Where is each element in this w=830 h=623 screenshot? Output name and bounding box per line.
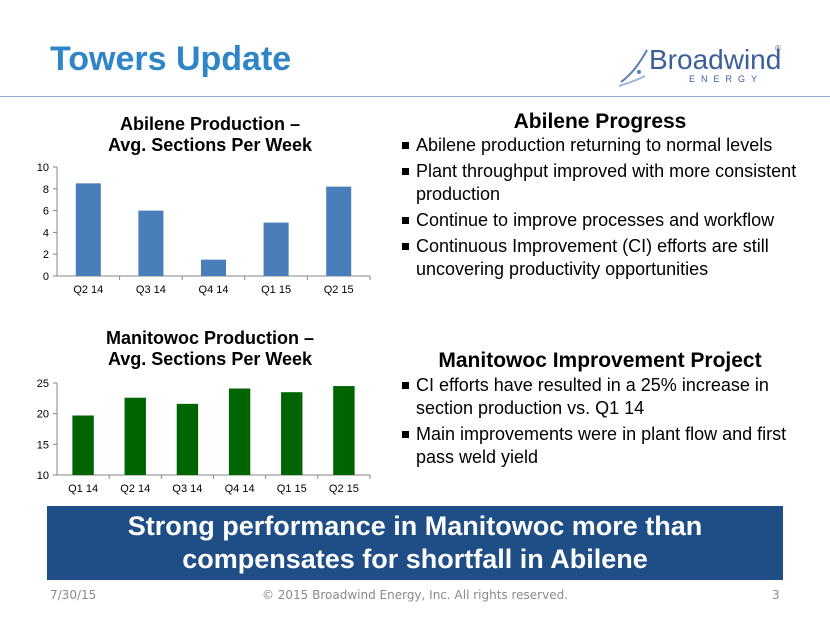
broadwind-logo: Broadwind ® ENERGY <box>615 42 785 92</box>
manitowoc-y-tick-label: 15 <box>37 439 49 451</box>
manitowoc-x-tick-label: Q1 15 <box>277 483 307 495</box>
manitowoc-x-tick-label: Q4 14 <box>225 483 255 495</box>
manitowoc-bar <box>281 392 303 475</box>
manitowoc-bar <box>72 415 94 475</box>
manitowoc-bar <box>333 386 355 475</box>
abilene-y-tick-label: 8 <box>43 184 49 196</box>
abilene-chart-title-line1: Abilene Production – <box>119 114 301 134</box>
manitowoc-bullet: CI efforts have resulted in a 25% increa… <box>402 374 802 420</box>
manitowoc-bullets: CI efforts have resulted in a 25% increa… <box>402 374 802 472</box>
manitowoc-x-tick-label: Q1 14 <box>68 483 98 495</box>
manitowoc-x-tick-label: Q3 14 <box>172 483 202 495</box>
abilene-chart-title-line2: Avg. Sections Per Week <box>107 135 313 155</box>
manitowoc-bullet: Main improvements were in plant flow and… <box>402 423 802 469</box>
abilene-y-tick-label: 4 <box>43 227 49 239</box>
abilene-y-tick-label: 2 <box>43 249 49 261</box>
abilene-bar <box>75 183 101 276</box>
footer-date: 7/30/15 <box>50 588 97 602</box>
footer-copyright: © 2015 Broadwind Energy, Inc. All rights… <box>261 588 569 602</box>
logo-subtext: ENERGY <box>689 74 764 84</box>
abilene-y-tick-label: 6 <box>43 206 49 218</box>
manitowoc-bar <box>228 388 251 475</box>
abilene-bar <box>200 259 227 276</box>
abilene-bar <box>326 186 352 276</box>
manitowoc-bar <box>124 397 146 475</box>
manitowoc-y-tick-label: 20 <box>37 409 49 421</box>
manitowoc-heading: Manitowoc Improvement Project <box>438 349 762 372</box>
manitowoc-chart-title-line2: Avg. Sections Per Week <box>107 349 313 369</box>
manitowoc-y-tick-label: 25 <box>37 378 49 390</box>
header-rule <box>0 96 830 97</box>
abilene-bullet: Plant throughput improved with more cons… <box>402 160 802 206</box>
abilene-x-tick-label: Q4 14 <box>199 284 229 296</box>
manitowoc-x-tick-label: Q2 14 <box>120 483 150 495</box>
conclusion-banner: Strong performance in Manitowoc more tha… <box>47 506 783 580</box>
abilene-x-tick-label: Q3 14 <box>136 284 166 296</box>
manitowoc-x-tick-label: Q2 15 <box>329 483 359 495</box>
abilene-x-tick-label: Q2 14 <box>73 284 103 296</box>
banner-line1: Strong performance in Manitowoc more tha… <box>127 511 703 541</box>
abilene-x-tick-label: Q2 15 <box>324 284 354 296</box>
abilene-y-tick-label: 10 <box>37 162 49 174</box>
manitowoc-bar <box>176 403 199 475</box>
banner-line2: compensates for shortfall in Abilene <box>182 544 648 574</box>
abilene-bar <box>263 222 289 276</box>
abilene-bullet: Abilene production returning to normal l… <box>402 134 802 157</box>
abilene-bullet: Continuous Improvement (CI) efforts are … <box>402 235 802 281</box>
abilene-x-tick-label: Q1 15 <box>261 284 291 296</box>
abilene-bullet: Continue to improve processes and workfl… <box>402 209 802 232</box>
abilene-chart-title: Abilene Production – Avg. Sections Per W… <box>80 114 340 156</box>
manitowoc-chart-title: Manitowoc Production – Avg. Sections Per… <box>80 328 340 370</box>
footer-page-number: 3 <box>772 588 780 602</box>
logo-text: Broadwind <box>649 44 782 75</box>
manitowoc-y-tick-label: 10 <box>37 470 49 482</box>
abilene-heading: Abilene Progress <box>513 110 687 133</box>
logo-swoosh-icon <box>618 49 648 87</box>
abilene-y-tick-label: 0 <box>43 271 49 283</box>
manitowoc-chart-title-line1: Manitowoc Production – <box>105 328 314 348</box>
abilene-bar <box>138 210 164 276</box>
slide-title: Towers Update <box>50 40 292 78</box>
abilene-bullets: Abilene production returning to normal l… <box>402 134 802 284</box>
logo-mark: ® <box>775 44 781 53</box>
